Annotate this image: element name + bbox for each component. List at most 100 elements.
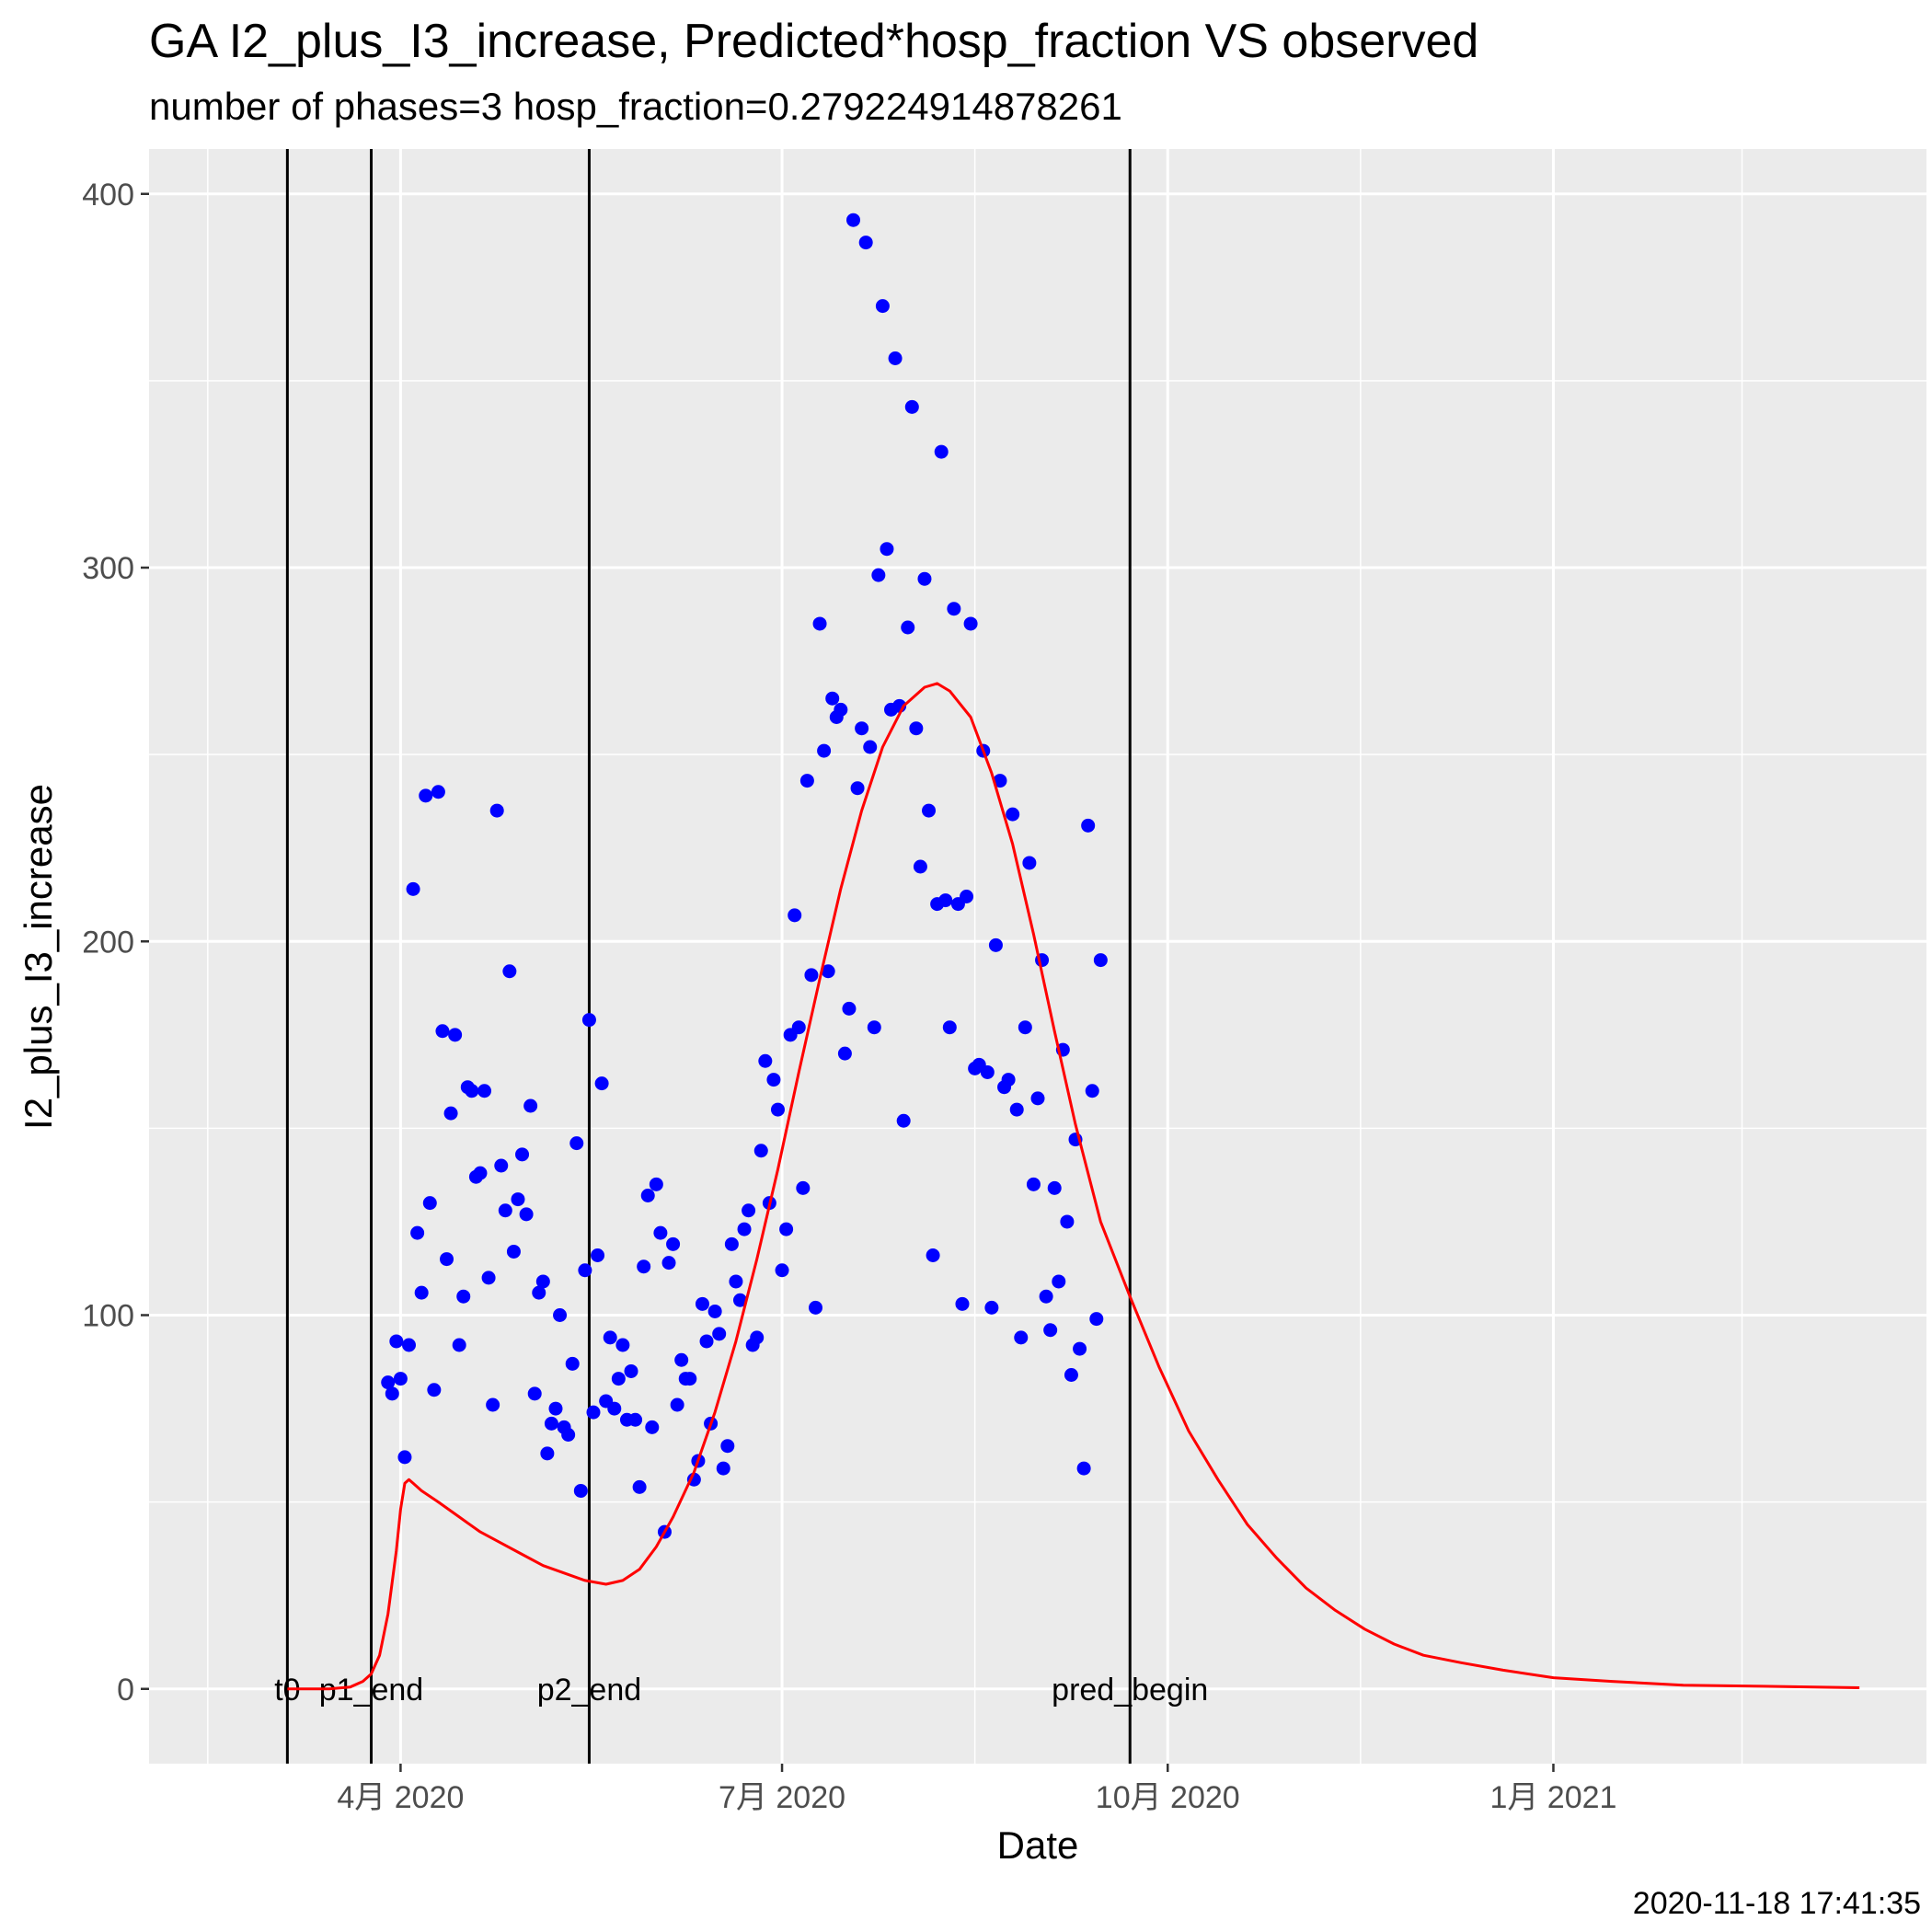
observed-point	[716, 1461, 730, 1476]
observed-point	[640, 1189, 655, 1202]
chart-title: GA I2_plus_I3_increase, Predicted*hosp_f…	[149, 15, 1478, 68]
observed-point	[842, 1001, 857, 1016]
phase-vline-label: p2_end	[537, 1673, 641, 1708]
observed-point	[649, 1177, 663, 1191]
observed-point	[1073, 1341, 1087, 1356]
observed-point	[750, 1330, 765, 1345]
observed-point	[540, 1446, 555, 1461]
observed-point	[1085, 1084, 1099, 1098]
observed-point	[519, 1207, 534, 1222]
observed-point	[1060, 1214, 1075, 1229]
observed-point	[1039, 1289, 1053, 1304]
observed-point	[686, 1472, 701, 1487]
observed-point	[402, 1338, 417, 1352]
observed-point	[607, 1401, 622, 1416]
observed-point	[637, 1259, 651, 1274]
observed-point	[1009, 1102, 1024, 1117]
observed-point	[544, 1416, 558, 1431]
observed-point	[632, 1479, 647, 1494]
observed-point	[624, 1363, 638, 1378]
observed-point	[855, 721, 869, 736]
timestamp-caption: 2020-11-18 17:41:35	[1633, 1886, 1921, 1921]
observed-point	[875, 299, 890, 314]
observed-point	[494, 1158, 509, 1173]
observed-point	[729, 1274, 743, 1289]
observed-point	[653, 1225, 668, 1240]
x-axis: 4月 2020 7月 2020 10月 2020 1月 2021	[337, 1764, 1616, 1815]
observed-point	[871, 568, 886, 582]
observed-point	[615, 1338, 630, 1352]
observed-point	[825, 691, 840, 706]
observed-point	[1093, 953, 1108, 968]
observed-point	[443, 1106, 458, 1121]
observed-point	[904, 399, 919, 414]
observed-point	[812, 616, 827, 631]
observed-point	[603, 1330, 617, 1345]
observed-point	[699, 1334, 714, 1349]
observed-point	[674, 1352, 689, 1367]
observed-point	[414, 1285, 429, 1300]
observed-point	[846, 213, 861, 227]
observed-point	[486, 1397, 500, 1412]
observed-point	[1043, 1323, 1058, 1338]
observed-point	[938, 893, 953, 908]
observed-series	[381, 213, 1108, 1539]
observed-point	[477, 1084, 492, 1098]
observed-point	[389, 1334, 404, 1349]
observed-point	[435, 1024, 450, 1039]
observed-point	[578, 1263, 592, 1278]
observed-point	[573, 1483, 588, 1498]
observed-point	[1022, 856, 1037, 870]
observed-point	[628, 1412, 643, 1427]
observed-point	[431, 785, 445, 799]
observed-point	[498, 1203, 512, 1218]
observed-point	[850, 781, 865, 796]
observed-point	[909, 721, 924, 736]
x-tick-label: 7月 2020	[719, 1780, 845, 1815]
y-tick-label: 400	[82, 178, 134, 213]
observed-point	[732, 1293, 747, 1307]
observed-point	[791, 1020, 806, 1035]
observed-point	[535, 1274, 550, 1289]
observed-point	[947, 602, 961, 616]
observed-point	[481, 1271, 496, 1285]
observed-point	[926, 1248, 940, 1262]
observed-point	[591, 1248, 605, 1262]
observed-point	[419, 788, 433, 803]
observed-point	[942, 1020, 957, 1035]
observed-point	[913, 859, 927, 874]
y-axis-title: I2_plus_I3_increase	[17, 784, 60, 1130]
observed-point	[448, 1028, 463, 1042]
observed-point	[880, 542, 894, 557]
observed-point	[427, 1383, 442, 1397]
observed-point	[586, 1405, 601, 1420]
observed-point	[695, 1296, 709, 1311]
observed-point	[707, 1304, 722, 1318]
observed-point	[1018, 1020, 1032, 1035]
observed-point	[683, 1372, 697, 1386]
observed-point	[1001, 1073, 1016, 1087]
observed-point	[896, 1113, 911, 1128]
y-tick-label: 0	[117, 1673, 134, 1708]
observed-point	[473, 1166, 488, 1180]
observed-point	[1006, 807, 1020, 822]
observed-point	[901, 620, 915, 635]
observed-point	[410, 1225, 425, 1240]
x-tick-label: 4月 2020	[337, 1780, 464, 1815]
observed-point	[724, 1236, 739, 1251]
observed-point	[888, 351, 903, 365]
observed-point	[489, 803, 504, 818]
observed-point	[397, 1450, 412, 1465]
chart-subtitle: number of phases=3 hosp_fraction=0.27922…	[149, 85, 1122, 128]
phase-vline-label: pred_begin	[1052, 1673, 1208, 1708]
observed-point	[502, 964, 517, 979]
observed-point	[779, 1222, 794, 1236]
observed-point	[955, 1296, 970, 1311]
observed-point	[737, 1222, 752, 1236]
observed-point	[834, 702, 848, 717]
observed-point	[1081, 818, 1096, 833]
y-tick-label: 200	[82, 925, 134, 960]
major-gridlines	[149, 149, 1926, 1764]
observed-point	[1047, 1180, 1062, 1195]
observed-point	[465, 1084, 479, 1098]
